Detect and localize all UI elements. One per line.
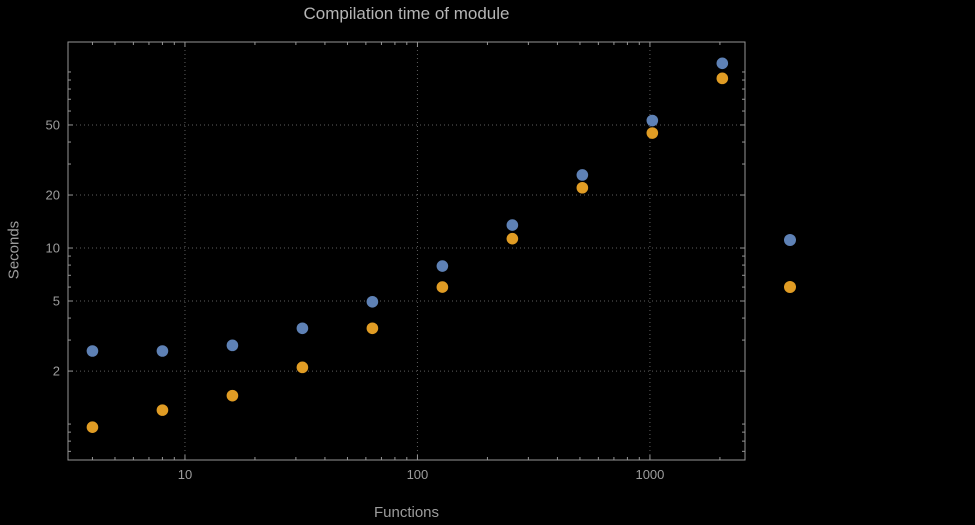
x-tick-label-100: 100 bbox=[407, 467, 429, 482]
point-series-1-x128 bbox=[436, 260, 449, 272]
point-series-2-x8 bbox=[156, 404, 169, 416]
point-series-1-x32 bbox=[296, 322, 309, 335]
point-series-1-x256 bbox=[506, 219, 519, 231]
y-tick-label-10: 10 bbox=[46, 241, 60, 256]
point-series-1-x64 bbox=[366, 295, 379, 308]
point-series-1-x8 bbox=[156, 345, 169, 357]
y-tick-label-2: 2 bbox=[53, 364, 60, 379]
point-series-2-x2048 bbox=[716, 72, 729, 85]
legend-marker-series-1 bbox=[784, 234, 796, 246]
point-series-2-x128 bbox=[436, 281, 449, 293]
point-series-2-x256 bbox=[506, 232, 519, 245]
x-tick-label-10: 10 bbox=[178, 467, 192, 482]
y-tick-label-50: 50 bbox=[46, 117, 60, 132]
chart-title: Compilation time of module bbox=[303, 4, 510, 23]
point-series-1-x2048 bbox=[716, 57, 729, 70]
y-tick-label-20: 20 bbox=[46, 188, 60, 203]
point-series-2-x16 bbox=[226, 389, 239, 402]
legend-marker-series-2 bbox=[784, 281, 796, 293]
x-tick-label-1000: 1000 bbox=[635, 467, 664, 482]
point-series-2-x32 bbox=[296, 361, 309, 374]
point-series-2-x4 bbox=[86, 421, 99, 433]
point-series-2-x1024 bbox=[646, 127, 659, 139]
point-series-2-x64 bbox=[366, 322, 379, 335]
point-series-1-x4 bbox=[86, 345, 99, 357]
plot-frame bbox=[67, 41, 746, 461]
x-axis-label: Functions bbox=[373, 504, 440, 521]
point-series-2-x512 bbox=[576, 181, 589, 194]
point-series-1-x512 bbox=[576, 169, 589, 181]
point-series-1-x1024 bbox=[646, 114, 659, 127]
point-series-1-x16 bbox=[226, 339, 239, 352]
y-tick-label-5: 5 bbox=[53, 294, 60, 309]
